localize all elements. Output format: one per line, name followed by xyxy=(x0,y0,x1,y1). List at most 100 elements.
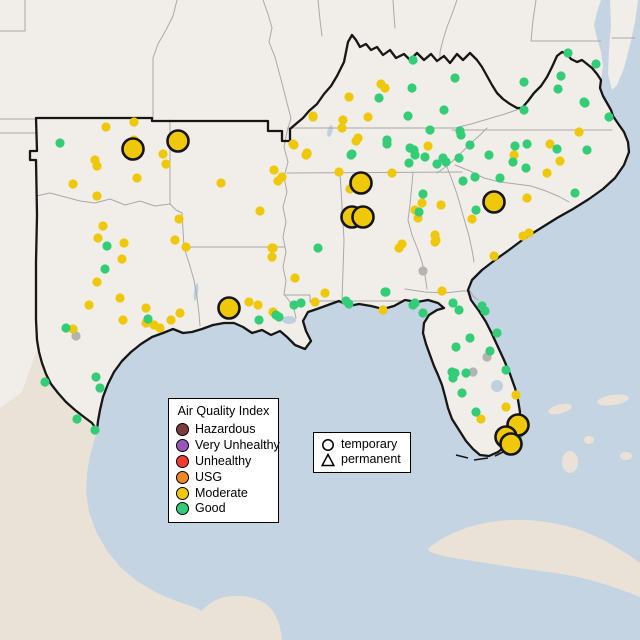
station-dot-good xyxy=(55,138,65,148)
station-dot-good xyxy=(347,149,357,159)
station-dot-good xyxy=(604,112,614,122)
aqi-legend-item-good: Good xyxy=(169,501,278,517)
station-dot-good xyxy=(454,305,464,315)
station-dot-moderate xyxy=(101,122,111,132)
temporary-monitor-markers xyxy=(121,129,530,456)
station-dot-good xyxy=(296,298,306,308)
aqi-legend-item-usg: USG xyxy=(169,469,278,485)
station-dot-good xyxy=(552,144,562,154)
station-dot-moderate xyxy=(93,233,103,243)
station-dot-moderate xyxy=(380,83,390,93)
station-dot-moderate xyxy=(509,150,519,160)
station-dot-moderate xyxy=(378,305,388,315)
station-dot-good xyxy=(382,135,392,145)
station-dot-good xyxy=(484,150,494,160)
station-dot-good xyxy=(90,425,100,435)
station-dot-moderate xyxy=(117,254,127,264)
station-dot-good xyxy=(403,111,413,121)
usg-swatch-icon xyxy=(176,470,189,484)
station-dot-moderate xyxy=(273,176,283,186)
station-dot-moderate xyxy=(155,323,165,333)
unhealthy-swatch-icon xyxy=(176,454,189,468)
station-dot-good xyxy=(457,388,467,398)
station-dot-moderate xyxy=(92,277,102,287)
mexico-landmass xyxy=(0,352,223,640)
station-dot-good xyxy=(414,207,424,217)
station-dot-good xyxy=(432,159,442,169)
station-dot-moderate xyxy=(387,168,397,178)
station-dot-moderate xyxy=(353,133,363,143)
station-dot-good xyxy=(410,298,420,308)
station-dot-moderate xyxy=(255,206,265,216)
station-dot-good xyxy=(563,48,573,58)
station-dot-good xyxy=(289,300,299,310)
station-dot-moderate xyxy=(118,315,128,325)
station-dot-moderate xyxy=(511,390,521,400)
station-dot-good xyxy=(72,414,82,424)
station-dot-moderate xyxy=(308,111,318,121)
good-swatch-icon xyxy=(176,502,189,516)
station-dot-moderate xyxy=(158,149,168,159)
station-dot-moderate xyxy=(320,288,330,298)
aqi-legend-item-hazardous: Hazardous xyxy=(169,422,278,438)
temporary-monitor-moderate xyxy=(349,171,373,195)
station-dot-moderate xyxy=(98,221,108,231)
station-dot-moderate xyxy=(290,273,300,283)
station-dot-good xyxy=(40,377,50,387)
station-dot-moderate xyxy=(338,115,348,125)
station-dot-good xyxy=(501,365,511,375)
station-dot-good xyxy=(420,152,430,162)
station-dot-moderate xyxy=(216,178,226,188)
station-dot-moderate xyxy=(337,123,347,133)
station-dot-good xyxy=(522,139,532,149)
station-dot-good xyxy=(465,333,475,343)
station-dot-good xyxy=(407,83,417,93)
station-dot-good xyxy=(95,383,105,393)
station-dot-good xyxy=(254,315,264,325)
station-dot-moderate xyxy=(129,117,139,127)
station-dot-moderate xyxy=(555,156,565,166)
station-dot-moderate xyxy=(522,193,532,203)
station-dot-moderate xyxy=(269,165,279,175)
station-dot-good xyxy=(521,163,531,173)
station-dot-good xyxy=(404,158,414,168)
station-dot-unknown xyxy=(71,331,81,341)
station-dot-good xyxy=(274,312,284,322)
yucatan-landmass xyxy=(190,595,282,640)
station-dot-good xyxy=(570,188,580,198)
station-dot-moderate xyxy=(524,228,534,238)
station-dot-moderate xyxy=(467,214,477,224)
station-dot-good xyxy=(495,173,505,183)
moderate-station-markers xyxy=(68,79,584,424)
station-dot-moderate xyxy=(181,242,191,252)
bahamas-islands xyxy=(548,394,632,473)
station-dot-unknown xyxy=(468,367,478,377)
station-dot-moderate xyxy=(115,293,125,303)
monitor-type-legend: temporary permanent xyxy=(313,432,411,473)
station-dot-moderate xyxy=(344,92,354,102)
station-dot-good xyxy=(471,407,481,417)
aqi-legend-item-moderate: Moderate xyxy=(169,485,278,501)
station-dot-moderate xyxy=(174,214,184,224)
station-dot-moderate xyxy=(141,303,151,313)
station-dot-good xyxy=(100,264,110,274)
station-dot-good xyxy=(408,55,418,65)
station-dot-moderate xyxy=(394,243,404,253)
aqi-legend-item-very-unhealthy: Very Unhealthy xyxy=(169,438,280,454)
station-dot-moderate xyxy=(267,252,277,262)
station-dot-good xyxy=(582,145,592,155)
station-dot-moderate xyxy=(476,414,486,424)
temporary-monitor-moderate xyxy=(499,432,523,456)
station-dot-good xyxy=(425,125,435,135)
station-dot-moderate xyxy=(288,139,298,149)
station-dot-good xyxy=(344,299,354,309)
station-dot-moderate xyxy=(542,168,552,178)
station-dot-moderate xyxy=(84,300,94,310)
station-dot-good xyxy=(405,143,415,153)
station-dot-good xyxy=(448,298,458,308)
station-dot-good xyxy=(579,97,589,107)
station-dot-good xyxy=(485,346,495,356)
aqi-legend-item-unhealthy: Unhealthy xyxy=(169,454,278,470)
